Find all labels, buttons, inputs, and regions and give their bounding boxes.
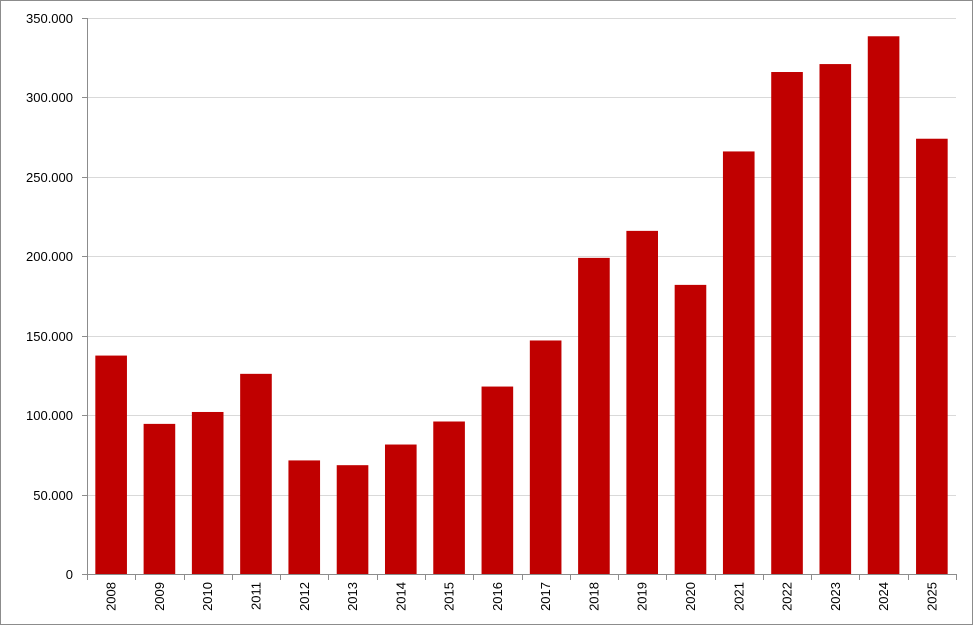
x-tick-label: 2008: [104, 582, 119, 611]
bar-2015: [433, 421, 465, 574]
y-tick-label: 200.000: [26, 249, 73, 264]
x-tick-label: 2024: [876, 582, 891, 611]
bar-2013: [336, 465, 369, 574]
bar-2018: [578, 257, 610, 574]
y-tick-label: 350.000: [26, 11, 73, 26]
bar-2010: [191, 411, 224, 574]
bar-2025: [916, 138, 948, 575]
x-axis-tick-labels: 2008 2009 2010 2011 2012 2013 2014 2015 2016 2017…: [104, 582, 940, 611]
x-tick-label: 2009: [152, 582, 167, 611]
bar-2012: [288, 460, 321, 574]
y-tick-label: 250.000: [26, 170, 73, 185]
y-tick-label: 50.000: [33, 488, 73, 503]
x-tick-label: 2016: [490, 582, 505, 611]
x-tick-label: 2011: [249, 582, 264, 610]
bar-2019: [626, 230, 658, 574]
x-tick-label: 2013: [345, 582, 360, 611]
x-tick-label: 2018: [586, 582, 601, 611]
y-tick-label: 150.000: [26, 329, 73, 344]
bar-2023: [819, 64, 852, 574]
bar-2021: [722, 151, 755, 574]
bars: [95, 36, 948, 575]
x-tick-label: 2023: [828, 582, 843, 611]
y-tick-label: 300.000: [26, 90, 73, 105]
bar-2014: [384, 444, 417, 574]
x-tick-label: 2014: [393, 582, 408, 611]
x-tick-label: 2020: [683, 582, 698, 611]
x-tick-label: 2025: [924, 582, 939, 611]
bar-2008: [95, 355, 127, 574]
x-tick-label: 2021: [731, 582, 746, 611]
bar-2024: [867, 36, 900, 574]
bar-2011: [240, 373, 272, 574]
x-tick-label: 2010: [200, 582, 215, 611]
bar-2009: [143, 423, 176, 574]
y-axis-tick-labels: 0 50.000 100.000 150.000 200.000 250.000 300.0…: [26, 11, 73, 582]
x-tick-label: 2012: [297, 582, 312, 611]
gridlines: [87, 18, 956, 496]
x-tick-label: 2017: [538, 582, 553, 611]
y-tick-label: 100.000: [26, 408, 73, 423]
bar-2017: [529, 340, 562, 574]
bar-2016: [481, 386, 514, 574]
bar-2022: [771, 72, 803, 574]
x-tick-label: 2022: [780, 582, 795, 611]
x-tick-label: 2019: [635, 582, 650, 611]
x-tick-label: 2015: [442, 582, 457, 611]
y-tick-label: 0: [66, 567, 73, 582]
bar-2020: [674, 284, 707, 574]
axes: [82, 18, 957, 580]
